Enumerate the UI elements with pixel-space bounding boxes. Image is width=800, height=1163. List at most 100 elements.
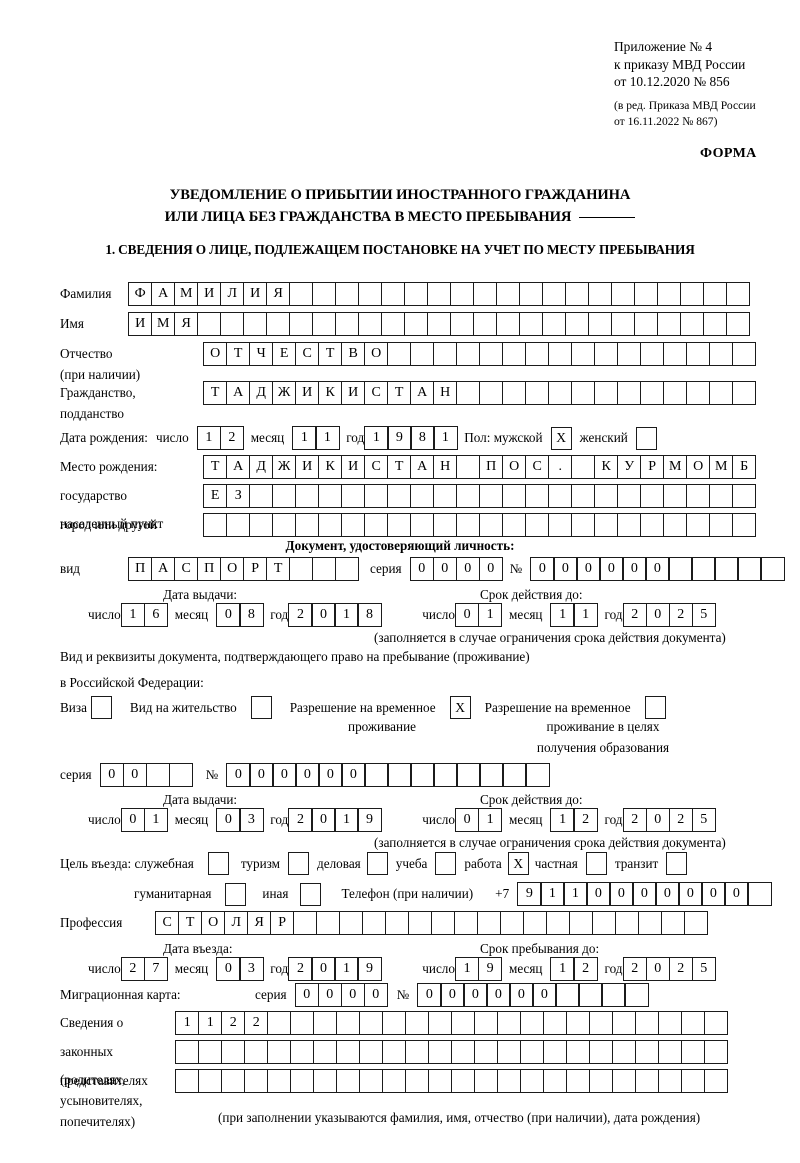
char-cell[interactable] <box>497 1040 522 1064</box>
char-cell[interactable]: И <box>243 282 268 306</box>
char-cell[interactable] <box>548 342 573 366</box>
char-cell[interactable] <box>519 282 544 306</box>
char-cell[interactable] <box>335 282 360 306</box>
digit-cell[interactable]: 1 <box>334 603 359 627</box>
char-cell[interactable] <box>408 911 433 935</box>
char-cell[interactable] <box>668 557 693 581</box>
char-cell[interactable] <box>295 484 320 508</box>
digit-cell[interactable]: 9 <box>357 957 382 981</box>
char-cell[interactable]: Р <box>270 911 295 935</box>
char-cell[interactable] <box>525 484 550 508</box>
char-cell[interactable] <box>473 312 498 336</box>
char-cell[interactable]: Я <box>247 911 272 935</box>
char-cell[interactable] <box>312 282 337 306</box>
char-cell[interactable] <box>359 1040 384 1064</box>
digit-cell[interactable]: 9 <box>387 426 412 450</box>
char-cell[interactable] <box>569 911 594 935</box>
char-cell[interactable] <box>428 1040 453 1064</box>
char-cell[interactable]: А <box>151 282 176 306</box>
char-cell[interactable] <box>336 1040 361 1064</box>
char-cell[interactable]: 0 <box>432 557 457 581</box>
char-cell[interactable] <box>456 513 481 537</box>
char-cell[interactable] <box>681 1040 706 1064</box>
char-cell[interactable] <box>431 911 456 935</box>
char-cell[interactable] <box>611 312 636 336</box>
char-cell[interactable] <box>456 484 481 508</box>
char-cell[interactable] <box>502 381 527 405</box>
char-cell[interactable] <box>203 513 228 537</box>
char-cell[interactable]: Б <box>732 455 757 479</box>
char-cell[interactable]: 0 <box>576 557 601 581</box>
char-cell[interactable]: 9 <box>517 882 542 906</box>
char-cell[interactable]: Я <box>266 282 291 306</box>
digit-cell[interactable]: 1 <box>143 808 169 832</box>
char-cell[interactable] <box>732 381 757 405</box>
char-cell[interactable] <box>502 513 527 537</box>
char-cell[interactable]: М <box>663 455 688 479</box>
char-cell[interactable] <box>543 1040 568 1064</box>
digit-cell[interactable]: 8 <box>239 603 264 627</box>
char-cell[interactable]: 0 <box>509 983 534 1007</box>
char-cell[interactable] <box>546 911 571 935</box>
char-cell[interactable] <box>525 763 550 787</box>
char-cell[interactable] <box>760 557 785 581</box>
char-cell[interactable]: 1 <box>563 882 588 906</box>
purpose-study-checkbox[interactable] <box>435 852 457 875</box>
char-cell[interactable] <box>451 1069 476 1093</box>
digit-cell[interactable]: 2 <box>573 808 598 832</box>
digit-cell[interactable]: 3 <box>239 957 264 981</box>
char-cell[interactable] <box>220 312 245 336</box>
char-cell[interactable] <box>617 381 642 405</box>
char-cell[interactable] <box>336 1069 361 1093</box>
char-cell[interactable]: И <box>341 455 366 479</box>
char-cell[interactable] <box>737 557 762 581</box>
char-cell[interactable]: Я <box>174 312 199 336</box>
digit-cell[interactable]: 0 <box>454 808 480 832</box>
char-cell[interactable] <box>691 557 716 581</box>
char-cell[interactable]: О <box>201 911 226 935</box>
char-cell[interactable] <box>703 282 728 306</box>
digit-cell[interactable]: 2 <box>120 957 146 981</box>
digit-cell[interactable]: 0 <box>311 603 336 627</box>
char-cell[interactable] <box>313 1040 338 1064</box>
char-cell[interactable] <box>704 1011 729 1035</box>
char-cell[interactable] <box>566 1040 591 1064</box>
char-cell[interactable]: 1 <box>175 1011 200 1035</box>
char-cell[interactable]: 0 <box>318 763 343 787</box>
digit-cell[interactable]: 0 <box>216 603 241 627</box>
temp-residence-edu-checkbox[interactable] <box>644 696 666 719</box>
digit-cell[interactable]: 0 <box>311 957 336 981</box>
char-cell[interactable] <box>543 1069 568 1093</box>
char-cell[interactable] <box>290 1011 315 1035</box>
char-cell[interactable] <box>543 1011 568 1035</box>
char-cell[interactable] <box>272 484 297 508</box>
char-cell[interactable] <box>410 484 435 508</box>
char-cell[interactable]: Д <box>249 381 274 405</box>
char-cell[interactable] <box>474 1069 499 1093</box>
char-cell[interactable]: 0 <box>599 557 624 581</box>
char-cell[interactable]: О <box>364 342 389 366</box>
char-cell[interactable] <box>566 1011 591 1035</box>
char-cell[interactable] <box>726 282 751 306</box>
char-cell[interactable] <box>405 1040 430 1064</box>
digit-cell[interactable]: 2 <box>622 603 647 627</box>
char-cell[interactable] <box>339 911 364 935</box>
char-cell[interactable]: Т <box>178 911 203 935</box>
char-cell[interactable]: 0 <box>440 983 465 1007</box>
char-cell[interactable]: Ж <box>272 381 297 405</box>
char-cell[interactable]: 0 <box>272 763 297 787</box>
purpose-official-checkbox[interactable] <box>207 852 229 875</box>
char-cell[interactable]: 0 <box>532 983 557 1007</box>
char-cell[interactable] <box>704 1069 729 1093</box>
char-cell[interactable] <box>502 763 527 787</box>
char-cell[interactable] <box>450 282 475 306</box>
